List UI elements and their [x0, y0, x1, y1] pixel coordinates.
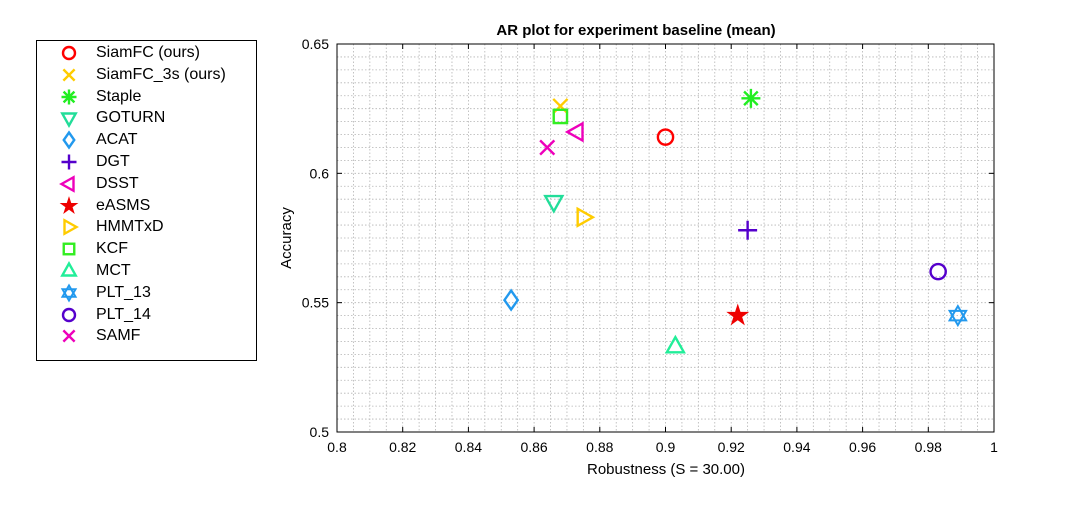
chart-title: AR plot for experiment baseline (mean) — [496, 22, 775, 39]
point-siamfc-ours — [656, 128, 675, 146]
legend-item: HMMTxD — [37, 216, 256, 238]
legend-item: Staple — [37, 86, 256, 108]
y-tick-label: 0.5 — [310, 424, 330, 440]
x-tick-label: 0.92 — [718, 439, 745, 455]
legend-item: DGT — [37, 151, 256, 173]
legend-label: MCT — [96, 262, 131, 279]
point-staple — [741, 88, 761, 108]
y-axis-label: Accuracy — [278, 207, 295, 269]
y-tick-label: 0.6 — [310, 165, 330, 181]
legend-item: MCT — [37, 260, 256, 282]
x-axis-label: Robustness (S = 30.00) — [587, 461, 745, 478]
x-tick-label: 0.88 — [586, 439, 613, 455]
point-samf — [539, 139, 556, 156]
x-marker-icon — [62, 329, 76, 343]
point-kcf — [552, 108, 569, 125]
y-tick-label: 0.65 — [302, 36, 329, 52]
legend-item: KCF — [37, 238, 256, 260]
legend-label: PLT_13 — [96, 283, 151, 301]
legend-label: KCF — [96, 240, 128, 258]
point-acat — [502, 288, 520, 312]
legend-label: Staple — [96, 87, 142, 105]
legend-item: GOTURN — [37, 107, 256, 129]
legend-label: HMMTxD — [96, 218, 164, 236]
legend-item: ACAT — [37, 129, 256, 151]
hexagram-marker-icon — [60, 283, 78, 303]
triangle-down-marker-icon — [60, 112, 78, 129]
x-tick-label: 0.96 — [849, 439, 876, 455]
x-tick-label: 0.8 — [327, 439, 347, 455]
triangle-up-marker-icon — [60, 261, 78, 277]
legend-item: eASMS — [37, 195, 256, 217]
legend-item: DSST — [37, 173, 256, 195]
x-tick-label: 0.9 — [656, 439, 676, 455]
point-hmmtxd — [576, 206, 596, 228]
y-tick-label: 0.55 — [302, 295, 329, 311]
y-tick-labels: 0.5 0.55 0.6 0.65 — [302, 36, 329, 440]
circle-marker-icon — [61, 307, 77, 322]
triangle-left-marker-icon — [59, 174, 75, 193]
legend-label: PLT_14 — [96, 305, 151, 323]
legend-label: GOTURN — [96, 109, 166, 127]
point-plt-14 — [929, 262, 947, 281]
circle-marker-icon — [61, 45, 77, 61]
triangle-right-marker-icon — [63, 218, 79, 237]
star-marker-icon — [59, 195, 79, 214]
square-marker-icon — [62, 242, 76, 256]
x-tick-label: 0.94 — [783, 439, 810, 455]
x-tick-labels: 0.8 0.82 0.84 0.86 0.88 0.9 0.92 0.94 0.96 0.98 1 — [327, 439, 998, 455]
legend-label: SAMF — [96, 327, 141, 345]
x-tick-label: 0.84 — [455, 439, 482, 455]
axes-box — [336, 43, 995, 433]
x-tick-label: 0.98 — [915, 439, 942, 455]
point-plt-13 — [947, 304, 968, 328]
x-marker-icon — [62, 68, 76, 82]
grid-lines — [336, 43, 995, 433]
legend-label: SiamFC (ours) — [96, 44, 201, 61]
legend-label: DSST — [96, 174, 139, 192]
diamond-marker-icon — [62, 130, 76, 150]
data-points — [502, 88, 968, 354]
point-mct — [664, 334, 686, 354]
x-tick-label: 1 — [990, 439, 998, 455]
legend-label: DGT — [96, 153, 130, 170]
point-dsst — [564, 121, 584, 143]
legend-item: PLT_14 — [37, 304, 256, 326]
legend-label: ACAT — [96, 131, 138, 149]
legend-label: eASMS — [96, 196, 151, 214]
legend-item: SiamFC_3s (ours) — [37, 64, 256, 86]
x-tick-label: 0.82 — [389, 439, 416, 455]
legend-item: PLT_13 — [37, 282, 256, 304]
legend: SiamFC (ours) SiamFC_3s (ours) Staple GOTUR… — [36, 40, 257, 361]
point-dgt — [738, 220, 758, 240]
legend-item: SiamFC (ours) — [37, 42, 256, 64]
x-tick-label: 0.86 — [520, 439, 547, 455]
legend-label: SiamFC_3s (ours) — [96, 65, 226, 83]
point-siamfc-3s-ours — [552, 98, 569, 115]
point-goturn — [543, 194, 565, 214]
legend-item: SAMF — [37, 325, 256, 347]
plus-marker-icon — [61, 154, 77, 170]
point-easms — [726, 303, 750, 326]
asterisk-marker-icon — [61, 89, 77, 105]
